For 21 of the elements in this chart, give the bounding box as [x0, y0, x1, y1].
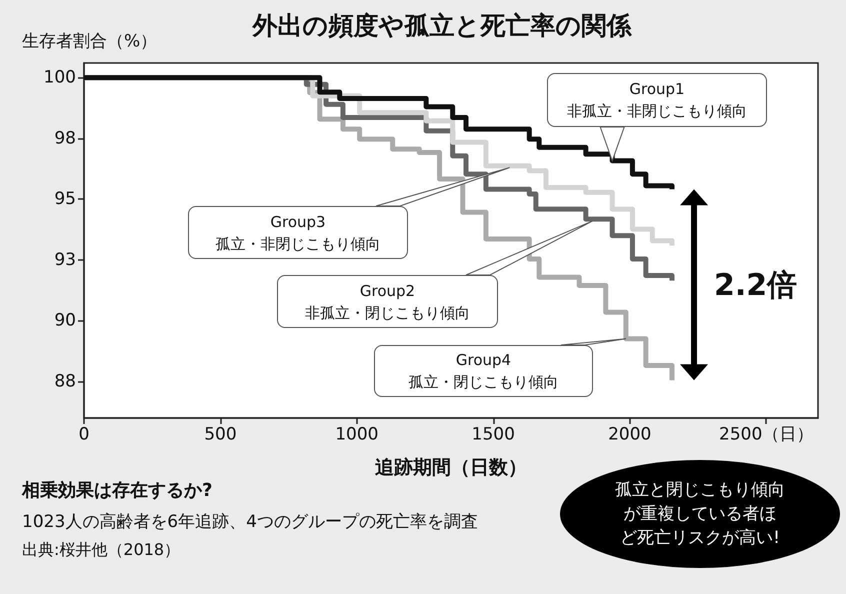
- x-tick-label: 500: [204, 424, 237, 444]
- x-tick-label: 1000: [335, 424, 378, 444]
- y-tick-label: 98: [54, 128, 76, 148]
- x-tick-label: 2500（日）: [719, 424, 814, 444]
- x-tick-label: 0: [78, 424, 90, 444]
- x-tick-label: 1500: [472, 424, 515, 444]
- text: 1023人の高齢者を6年追跡、4つのグループの死亡率を調査: [22, 511, 478, 533]
- callout-box: Group2 非孤立・閉じこもり傾向: [277, 275, 498, 328]
- x-tick-label: 2000: [608, 424, 652, 444]
- y-tick-label: 93: [54, 250, 76, 270]
- y-tick-label: 95: [54, 189, 76, 210]
- text: 相乗効果は存在するか?: [22, 479, 212, 502]
- callout-box: Group1 非孤立・非閉じこもり傾向: [547, 73, 767, 127]
- y-axis-title: 生存者割合（%）: [22, 32, 158, 52]
- y-tick-label: 100: [44, 68, 76, 88]
- chart-title: 外出の頻度や孤立と死亡率の関係: [252, 11, 632, 40]
- source-note: 出典:桜井他（2018）: [22, 540, 180, 561]
- x-axis-title: 追跡期間（日数）: [374, 456, 527, 478]
- y-tick-label: 88: [54, 372, 76, 392]
- annotation: 2.2倍: [714, 266, 798, 305]
- y-tick-label: 90: [54, 310, 76, 331]
